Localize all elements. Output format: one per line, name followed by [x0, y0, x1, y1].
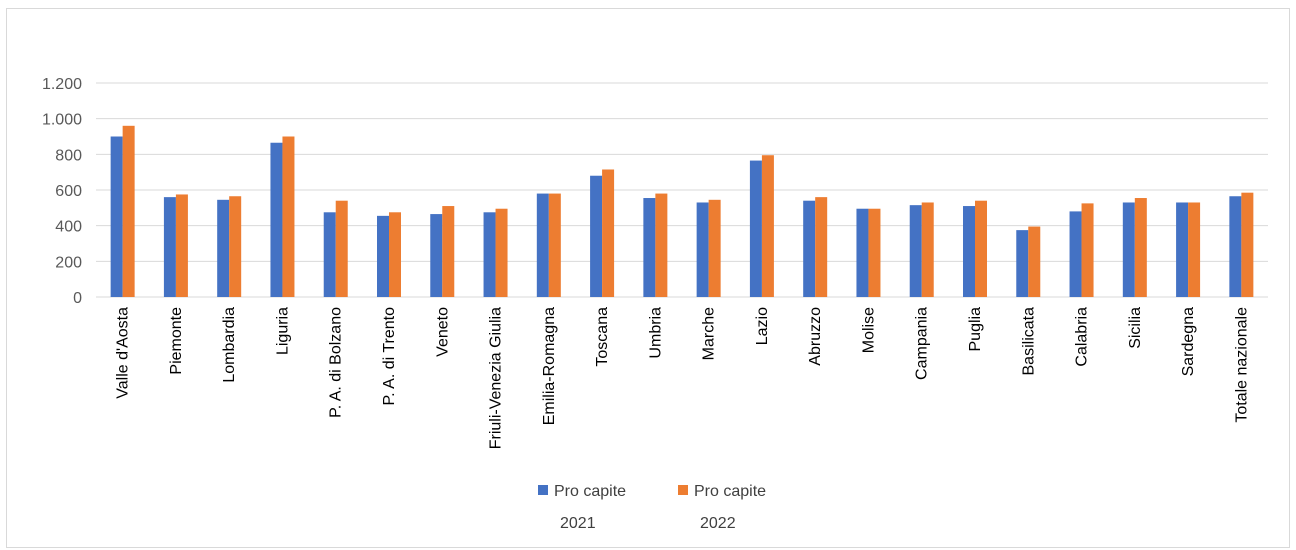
- legend-item: Pro capite 2022: [678, 483, 766, 532]
- y-axis: 0 200 400 600 800 1.000 1.200: [42, 76, 82, 307]
- y-tick-label: 1.000: [42, 112, 82, 129]
- x-category-label: Umbria: [647, 307, 664, 359]
- legend-swatch: [678, 485, 688, 495]
- bar: [1134, 198, 1147, 297]
- bar: [430, 214, 443, 297]
- x-category-label: P. A. di Trento: [381, 307, 398, 406]
- y-tick-label: 0: [73, 290, 82, 307]
- bar: [389, 212, 401, 297]
- legend: Pro capite 2021 Pro capite 2022: [538, 483, 766, 532]
- bar: [868, 208, 881, 297]
- y-tick-label: 800: [55, 147, 82, 164]
- x-category-label: Basilicata: [1020, 307, 1037, 376]
- x-category-label: Valle d'Aosta: [115, 307, 132, 399]
- bar: [856, 208, 869, 297]
- bar: [1229, 196, 1242, 297]
- x-category-label: Lombardia: [221, 307, 238, 383]
- bar: [803, 200, 816, 297]
- legend-swatch: [538, 485, 548, 495]
- bar: [377, 215, 389, 297]
- bar: [1188, 202, 1201, 297]
- y-tick-label: 600: [55, 183, 82, 200]
- bar: [761, 155, 774, 297]
- bar: [909, 205, 922, 297]
- y-tick-label: 1.200: [42, 76, 82, 93]
- x-category-label: Toscana: [594, 307, 611, 367]
- bar: [1176, 202, 1189, 297]
- bar: [1069, 211, 1082, 297]
- bar: [335, 200, 348, 297]
- x-category-label: Liguria: [274, 307, 291, 355]
- x-category-label: Friuli-Venezia Giulia: [488, 307, 505, 449]
- bar: [921, 202, 934, 297]
- bar: [163, 197, 176, 297]
- x-category-label: Marche: [701, 307, 718, 360]
- bar: [1028, 226, 1041, 297]
- bar: [270, 142, 283, 297]
- bar: [655, 193, 668, 297]
- bar: [1241, 192, 1254, 297]
- legend-item: Pro capite 2021: [538, 483, 626, 532]
- legend-label: Pro capite: [694, 483, 766, 500]
- bar: [442, 206, 455, 297]
- legend-label: 2021: [560, 515, 596, 532]
- x-category-label: Lazio: [754, 307, 771, 345]
- x-category-label: Molise: [860, 307, 877, 353]
- bar: [708, 199, 721, 297]
- bars: [110, 125, 1254, 297]
- legend-label: Pro capite: [554, 483, 626, 500]
- y-tick-label: 200: [55, 254, 82, 271]
- x-category-label: Veneto: [434, 307, 451, 357]
- bar: [602, 169, 615, 297]
- bar: [175, 194, 188, 297]
- bar: [590, 175, 603, 297]
- bar: [815, 197, 828, 297]
- x-category-label: Calabria: [1074, 307, 1091, 367]
- bar: [217, 199, 230, 297]
- x-category-label: Sicilia: [1127, 307, 1144, 349]
- x-category-label: Piemonte: [168, 307, 185, 375]
- bar: [1016, 230, 1029, 297]
- bar: [1081, 203, 1094, 297]
- bar: [975, 200, 987, 297]
- bar: [495, 208, 508, 297]
- y-tick-label: 400: [55, 219, 82, 236]
- x-category-label: P. A. di Bolzano: [328, 307, 345, 418]
- bar: [536, 193, 549, 297]
- legend-label: 2022: [700, 515, 736, 532]
- bar: [122, 125, 135, 297]
- bar: [483, 212, 496, 297]
- bar: [229, 196, 242, 297]
- bar: [963, 206, 975, 297]
- bar: [110, 136, 123, 297]
- bar: [696, 202, 709, 297]
- x-category-label: Abruzzo: [807, 307, 824, 366]
- bar: [323, 212, 336, 297]
- x-category-label: Totale nazionale: [1233, 307, 1250, 423]
- bar: [282, 136, 295, 297]
- x-category-label: Puglia: [967, 307, 984, 352]
- x-category-label: Emilia-Romagna: [541, 307, 558, 425]
- bar: [1122, 202, 1135, 297]
- bar: [749, 160, 762, 297]
- bar: [548, 193, 561, 297]
- bar: [643, 198, 656, 297]
- x-axis: Valle d'Aosta Piemonte Lombardia Liguria P. …: [115, 307, 1251, 449]
- x-category-label: Campania: [914, 307, 931, 380]
- x-category-label: Sardegna: [1180, 307, 1197, 376]
